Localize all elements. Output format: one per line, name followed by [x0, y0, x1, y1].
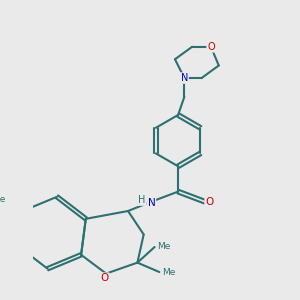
Text: N: N	[148, 198, 155, 208]
Text: Me: Me	[157, 242, 170, 251]
Text: Me: Me	[0, 195, 5, 204]
Text: O: O	[205, 196, 214, 207]
Text: N: N	[181, 73, 188, 83]
Text: Me: Me	[162, 268, 175, 277]
Text: O: O	[100, 273, 109, 283]
Text: H: H	[138, 195, 146, 205]
Text: O: O	[207, 42, 215, 52]
